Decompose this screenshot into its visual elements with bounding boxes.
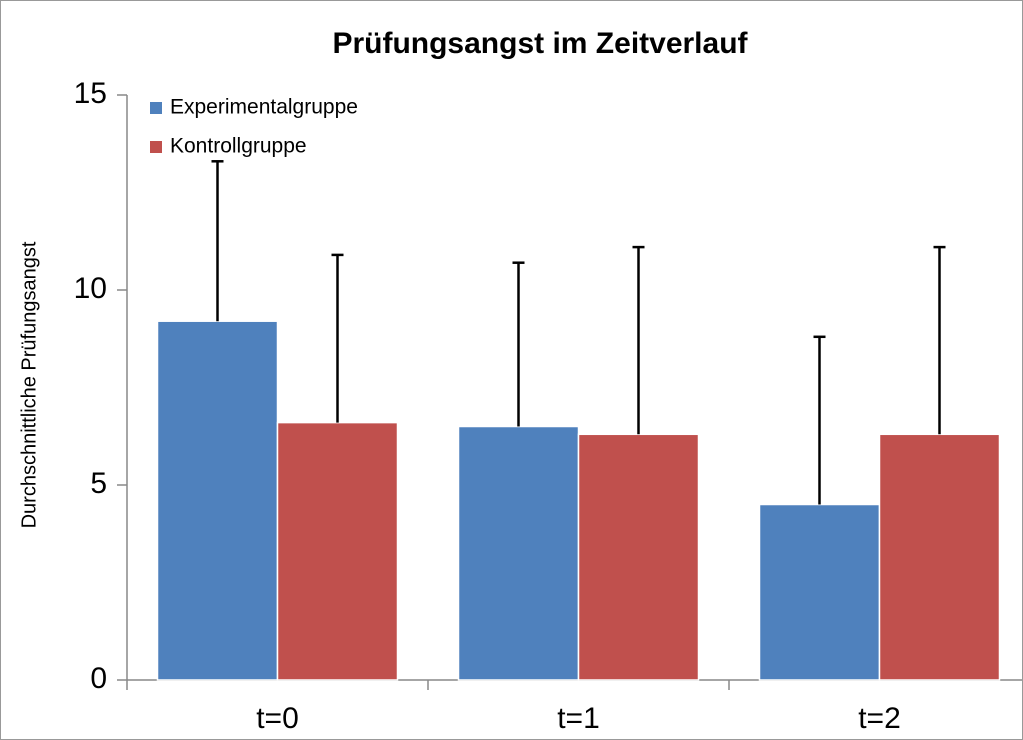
chart-title: Prüfungsangst im Zeitverlauf [332, 27, 748, 60]
bar [156, 320, 279, 681]
y-tick-label: 5 [90, 467, 107, 500]
y-axis-label: Durchschnittliche Prüfungsangst [18, 241, 40, 528]
bar [457, 425, 580, 681]
legend-label: Kontrollgruppe [170, 135, 307, 158]
bar [577, 433, 700, 681]
y-tick-label: 15 [74, 77, 107, 110]
bar [878, 433, 1001, 681]
x-tick-label: t=1 [557, 702, 600, 735]
x-tick-label: t=2 [858, 702, 901, 735]
bar [758, 503, 881, 681]
bar [276, 421, 399, 681]
legend-label: Experimentalgruppe [170, 96, 358, 119]
y-tick-label: 0 [90, 662, 107, 695]
y-tick-label: 10 [74, 272, 107, 305]
x-tick-label: t=0 [256, 702, 299, 735]
legend-swatch [150, 102, 162, 114]
legend-swatch [150, 141, 162, 153]
